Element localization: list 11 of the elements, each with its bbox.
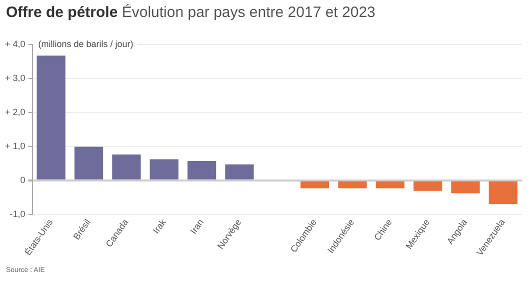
y-tick-label: 0 <box>20 174 26 185</box>
y-tick-label: + 4,0 <box>4 38 26 49</box>
chart-title: Offre de pétrole <box>6 4 118 21</box>
x-tick-label: Irak <box>150 216 168 236</box>
y-tick-label: + 2,0 <box>4 106 26 117</box>
x-tick-label: Iran <box>188 217 206 236</box>
y-tick-label: + 3,0 <box>4 72 26 83</box>
y-tick-label: + 1,0 <box>4 140 26 151</box>
y-tick-label: -1,0 <box>10 208 26 219</box>
chart-subtitle: Évolution par pays entre 2017 et 2023 <box>122 4 376 21</box>
y-axis-title: (millions de barils / jour) <box>38 38 134 49</box>
